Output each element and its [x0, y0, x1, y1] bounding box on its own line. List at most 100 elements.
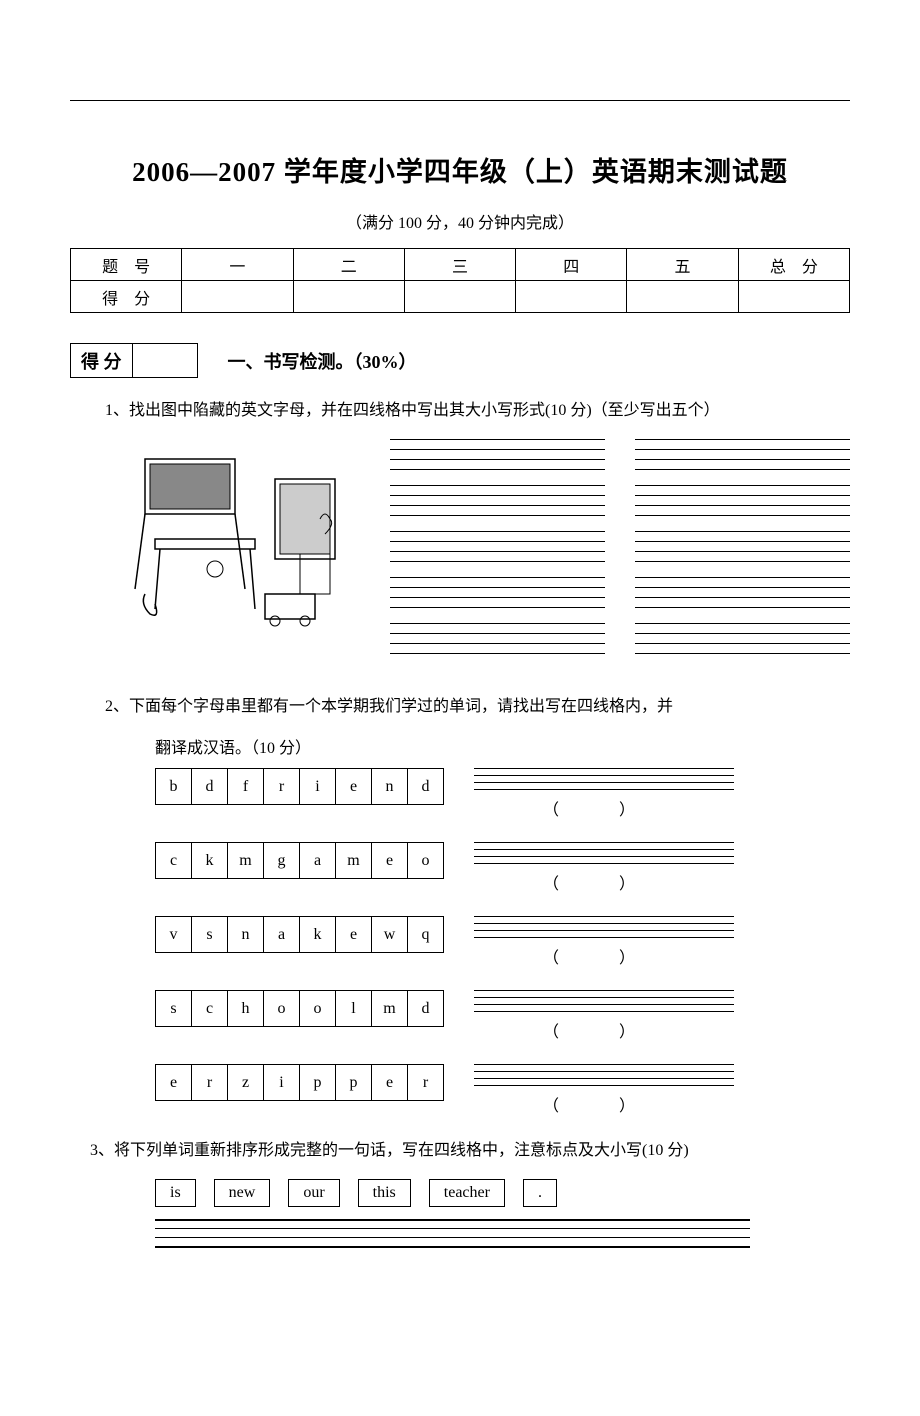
- letter-row: erzipper（）: [155, 1064, 850, 1116]
- answer-area: （）: [474, 1064, 734, 1116]
- q3-words: is new our this teacher .: [155, 1179, 850, 1207]
- letter-box: v: [155, 916, 192, 953]
- letter-box: c: [155, 842, 192, 879]
- letter-box: e: [335, 916, 372, 953]
- letter-box: b: [155, 768, 192, 805]
- letter-box: q: [407, 916, 444, 953]
- letter-row: bdfriend（）: [155, 768, 850, 820]
- four-line-grid: [390, 439, 605, 469]
- answer-area: （）: [474, 916, 734, 968]
- letter-box: s: [155, 990, 192, 1027]
- letter-box: d: [407, 768, 444, 805]
- four-line-grid: [635, 531, 850, 561]
- letter-box: d: [191, 768, 228, 805]
- letter-box-group: schoolmd: [155, 990, 444, 1027]
- letter-box: o: [263, 990, 300, 1027]
- question-2-cont: 翻译成汉语。（10 分）: [155, 734, 850, 758]
- translation-paren: （）: [474, 944, 734, 968]
- letter-box: r: [191, 1064, 228, 1101]
- cell: [293, 281, 404, 313]
- translation-paren: （）: [474, 796, 734, 820]
- letter-box: c: [191, 990, 228, 1027]
- four-line-grid: [474, 990, 734, 1012]
- letter-box: z: [227, 1064, 264, 1101]
- table-row: 得 分: [71, 281, 850, 313]
- letter-box: d: [407, 990, 444, 1027]
- letter-row: vsnakewq （）: [155, 916, 850, 968]
- score-box-label: 得 分: [71, 344, 133, 378]
- four-line-grid: [635, 577, 850, 607]
- letter-box-group: ckmgameo: [155, 842, 444, 879]
- subtitle: （满分 100 分，40 分钟内完成）: [70, 209, 850, 233]
- word-box: teacher: [429, 1179, 505, 1207]
- cell: 一: [182, 249, 293, 281]
- letter-box: s: [191, 916, 228, 953]
- score-box-empty: [132, 344, 197, 378]
- four-line-grid: [474, 916, 734, 938]
- answer-area: （）: [474, 768, 734, 820]
- letter-box: a: [263, 916, 300, 953]
- letter-box: i: [263, 1064, 300, 1101]
- question-1: 1、找出图中陷藏的英文字母，并在四线格中写出其大小写形式(10 分)（至少写出五…: [105, 398, 850, 424]
- word-box: .: [523, 1179, 557, 1207]
- q1-container: [125, 439, 850, 669]
- cell: 得 分: [71, 281, 182, 313]
- cell: [627, 281, 738, 313]
- question-2: 2、下面每个字母串里都有一个本学期我们学过的单词，请找出写在四线格内，并: [105, 694, 850, 720]
- letter-box: a: [299, 842, 336, 879]
- letter-box: o: [299, 990, 336, 1027]
- writing-col-right: [635, 439, 850, 669]
- letter-box: e: [371, 1064, 408, 1101]
- word-box: new: [214, 1179, 271, 1207]
- header-bar: [70, 100, 850, 102]
- word-box: our: [288, 1179, 339, 1207]
- letter-box: w: [371, 916, 408, 953]
- letter-box: e: [155, 1064, 192, 1101]
- writing-col-left: [390, 439, 605, 669]
- cell: [404, 281, 515, 313]
- letter-box: n: [371, 768, 408, 805]
- four-line-grid: [474, 842, 734, 864]
- letter-box: p: [335, 1064, 372, 1101]
- page-title: 2006—2007 学年度小学四年级（上）英语期末测试题: [70, 150, 850, 189]
- score-box: 得 分: [70, 343, 198, 378]
- letter-box: m: [371, 990, 408, 1027]
- cell: 二: [293, 249, 404, 281]
- answer-area: （）: [474, 990, 734, 1042]
- writing-columns: [390, 439, 850, 669]
- q3-answer-line: [155, 1219, 750, 1247]
- letter-box: f: [227, 768, 264, 805]
- four-line-grid: [635, 485, 850, 515]
- cell: 四: [516, 249, 627, 281]
- table-row: 题 号 一 二 三 四 五 总 分: [71, 249, 850, 281]
- letter-box: e: [335, 768, 372, 805]
- cell: [182, 281, 293, 313]
- letter-box: n: [227, 916, 264, 953]
- translation-paren: （）: [474, 1018, 734, 1042]
- four-line-grid: [635, 623, 850, 653]
- four-line-grid: [390, 577, 605, 607]
- letter-box: k: [191, 842, 228, 879]
- section-header: 得 分 一、书写检测。（30%）: [70, 343, 850, 378]
- question-3: 3、将下列单词重新排序形成完整的一句话，写在四线格中，注意标点及大小写(10 分…: [90, 1138, 850, 1164]
- score-summary-table: 题 号 一 二 三 四 五 总 分 得 分: [70, 248, 850, 313]
- four-line-grid: [390, 485, 605, 515]
- answer-area: （）: [474, 842, 734, 894]
- four-line-grid: [635, 439, 850, 469]
- word-box: this: [358, 1179, 411, 1207]
- letter-box: h: [227, 990, 264, 1027]
- cell: [738, 281, 849, 313]
- letter-row: ckmgameo（）: [155, 842, 850, 894]
- cell: 三: [404, 249, 515, 281]
- cell: 总 分: [738, 249, 849, 281]
- word-box: is: [155, 1179, 196, 1207]
- letter-box: l: [335, 990, 372, 1027]
- letter-box: m: [335, 842, 372, 879]
- letter-box: p: [299, 1064, 336, 1101]
- section-title: 一、书写检测。（30%）: [228, 348, 417, 374]
- letter-box: r: [263, 768, 300, 805]
- letter-box: k: [299, 916, 336, 953]
- classroom-illustration: [125, 439, 365, 639]
- cell: 五: [627, 249, 738, 281]
- translation-paren: （）: [474, 1092, 734, 1116]
